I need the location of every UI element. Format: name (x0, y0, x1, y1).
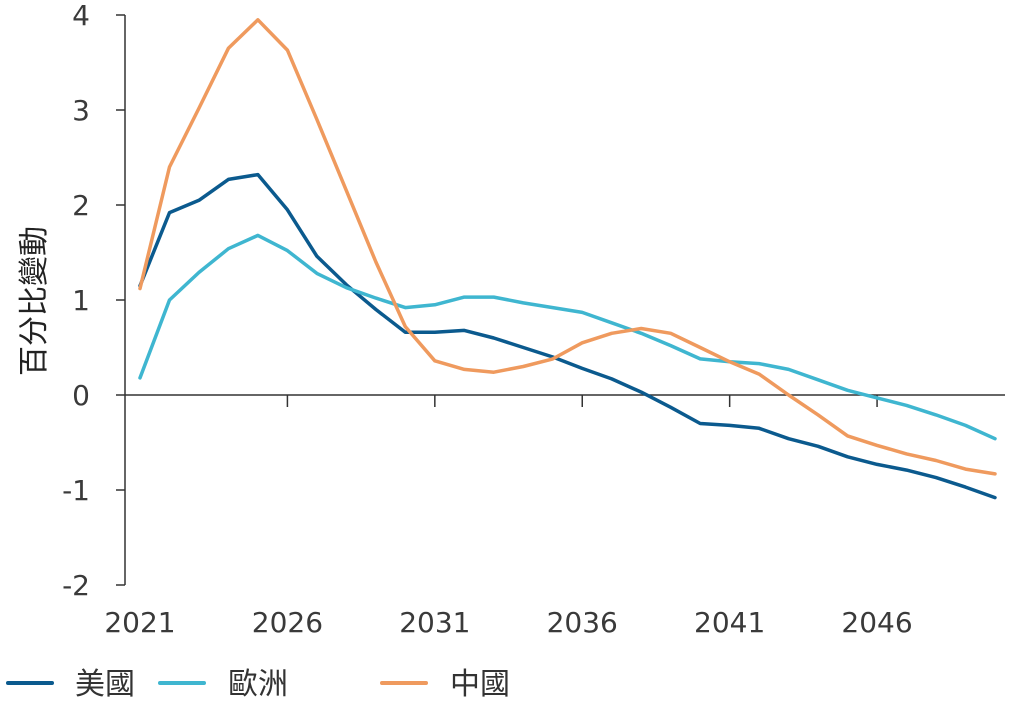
legend-label: 中國 (450, 667, 510, 702)
x-tick-label: 2031 (399, 606, 470, 639)
y-tick-label: 3 (72, 94, 90, 127)
y-axis-label: 百分比變動 (17, 226, 52, 376)
legend-label: 美國 (75, 667, 135, 702)
series-lines (138, 18, 997, 500)
series-line-1 (138, 233, 997, 441)
x-tick-label: 2041 (694, 606, 765, 639)
y-tick-label: 0 (72, 379, 90, 412)
legend: 美國 歐洲 中國 (6, 667, 510, 702)
y-tick-label: 1 (72, 284, 90, 317)
y-tick-label: 4 (72, 0, 90, 32)
y-tick-label: -2 (62, 569, 90, 602)
x-tick-label: 2026 (252, 606, 323, 639)
x-tick-label: 2036 (547, 606, 618, 639)
x-axis-ticks: 2021 2026 2031 2036 2041 2046 (104, 395, 913, 639)
series-line-0 (138, 172, 997, 500)
y-axis-ticks: 4 3 2 1 0 -1 -2 (62, 0, 125, 602)
y-tick-label: -1 (62, 474, 90, 507)
y-tick-label: 2 (72, 189, 90, 222)
legend-label: 歐洲 (228, 667, 288, 702)
x-tick-label: 2046 (841, 606, 912, 639)
series-line-2 (138, 18, 997, 476)
x-tick-label: 2021 (104, 606, 175, 639)
axes (124, 15, 1005, 585)
